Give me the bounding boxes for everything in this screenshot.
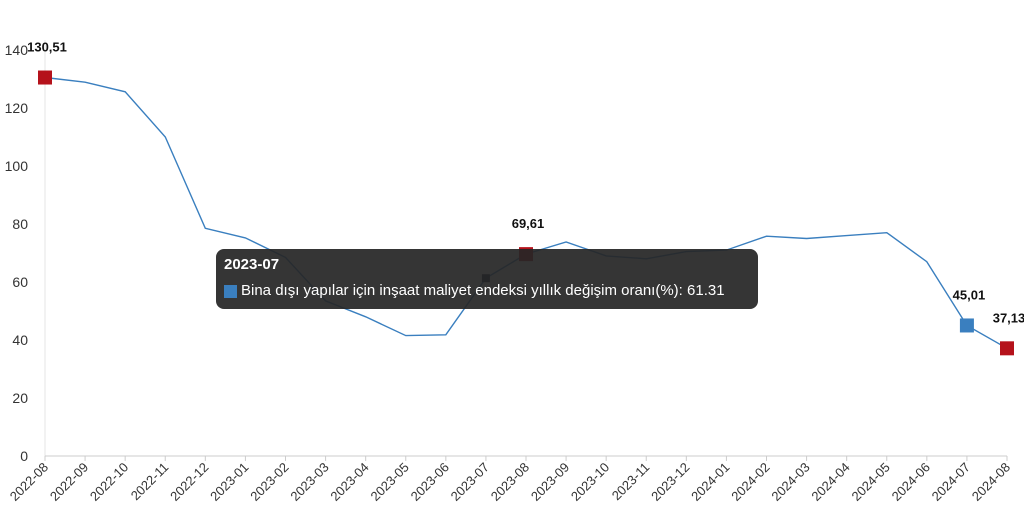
data-point-marker [38, 70, 52, 85]
x-tick-label: 2024-06 [889, 460, 933, 504]
y-tick-label: 60 [12, 274, 28, 290]
y-tick-label: 140 [5, 42, 29, 58]
y-tick-label: 20 [12, 390, 28, 406]
x-tick-label: 2024-02 [728, 460, 772, 504]
x-tick-label: 2022-11 [128, 460, 172, 504]
y-tick-label: 100 [5, 158, 29, 174]
tooltip-series-value: Bina dışı yapılar için inşaat maliyet en… [241, 282, 725, 299]
x-tick-label: 2024-07 [929, 460, 973, 504]
x-tick-label: 2023-03 [287, 460, 331, 504]
x-tick-label: 2023-11 [609, 460, 653, 504]
data-label: 37,13 [993, 310, 1024, 325]
x-tick-label: 2023-04 [327, 460, 371, 504]
x-tick-label: 2023-10 [568, 460, 612, 504]
x-tick-label: 2023-09 [528, 460, 572, 504]
x-tick-label: 2024-08 [969, 460, 1013, 504]
x-tick-label: 2023-12 [648, 460, 692, 504]
y-tick-label: 80 [12, 216, 28, 232]
y-axis: 0 20 40 60 80 100 120 140 [5, 40, 46, 464]
x-tick-label: 2023-06 [408, 460, 452, 504]
x-tick-label: 2022-10 [87, 460, 131, 504]
data-point-marker [1000, 341, 1014, 356]
x-tick-label: 2023-02 [247, 460, 291, 504]
data-point-marker [959, 318, 974, 333]
data-label: 69,61 [512, 216, 545, 231]
data-label: 45,01 [953, 287, 986, 302]
x-tick-label: 2023-05 [368, 460, 412, 504]
tooltip-row: Bina dışı yapılar için inşaat maliyet en… [224, 282, 750, 300]
y-tick-label: 0 [20, 448, 28, 464]
x-tick-label: 2024-03 [768, 460, 812, 504]
x-tick-label: 2024-05 [849, 460, 893, 504]
x-tick-label: 2022-12 [167, 460, 211, 504]
chart-tooltip: 2023-07 Bina dışı yapılar için inşaat ma… [216, 249, 758, 309]
x-tick-label: 2022-08 [7, 460, 51, 504]
x-tick-label: 2023-07 [448, 460, 492, 504]
data-label: 130,51 [27, 40, 67, 55]
x-tick-label: 2022-09 [47, 460, 91, 504]
x-tick-label: 2024-01 [688, 460, 732, 504]
y-tick-label: 40 [12, 332, 28, 348]
tooltip-title: 2023-07 [224, 256, 280, 273]
y-tick-label: 120 [5, 100, 29, 116]
tooltip-series-swatch [224, 284, 237, 298]
x-tick-label: 2023-08 [488, 460, 532, 504]
x-tick-label: 2023-01 [207, 460, 251, 504]
x-axis: 2022-082022-092022-102022-112022-122023-… [7, 455, 1013, 504]
x-tick-label: 2024-04 [808, 460, 852, 504]
